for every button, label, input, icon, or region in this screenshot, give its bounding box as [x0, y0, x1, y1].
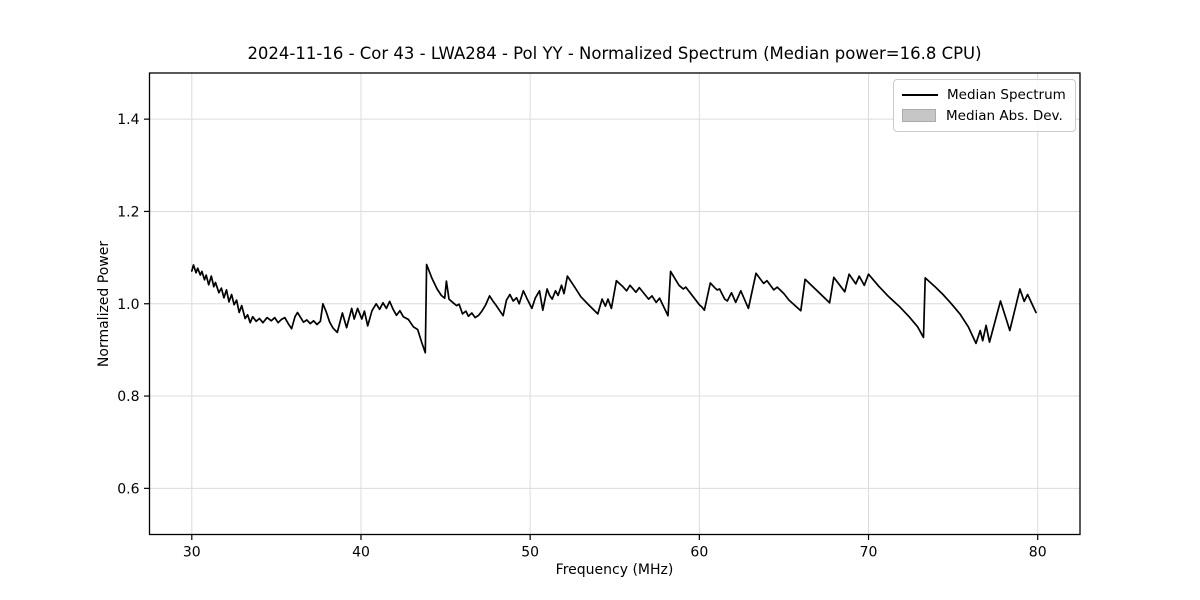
y-tick-label: 1.0	[117, 297, 139, 313]
line-swatch-icon	[902, 94, 938, 97]
legend-item-median-spectrum: Median Spectrum	[902, 85, 1067, 105]
y-axis-label: Normalized Power	[96, 240, 112, 368]
y-tick-label: 1.2	[117, 204, 139, 220]
x-tick-label: 60	[690, 545, 708, 561]
x-tick-label: 40	[352, 545, 370, 561]
legend-label: Median Spectrum	[947, 87, 1066, 104]
legend: Median Spectrum Median Abs. Dev.	[893, 79, 1076, 132]
legend-item-median-abs-dev: Median Abs. Dev.	[902, 106, 1067, 126]
x-tick-label: 30	[183, 545, 201, 561]
median-spectrum-line	[190, 263, 1037, 354]
x-tick-label: 70	[860, 545, 878, 561]
x-tick-label: 50	[521, 545, 539, 561]
x-axis-label: Frequency (MHz)	[555, 562, 674, 578]
mad-band	[191, 263, 1037, 354]
y-tick-label: 0.8	[117, 389, 139, 405]
x-tick-label: 80	[1029, 545, 1047, 561]
legend-label: Median Abs. Dev.	[946, 107, 1063, 124]
y-tick-label: 0.6	[117, 481, 139, 497]
chart-title: 2024-11-16 - Cor 43 - LWA284 - Pol YY - …	[247, 44, 982, 63]
y-tick-label: 1.4	[117, 112, 139, 128]
patch-swatch-icon	[902, 109, 936, 123]
